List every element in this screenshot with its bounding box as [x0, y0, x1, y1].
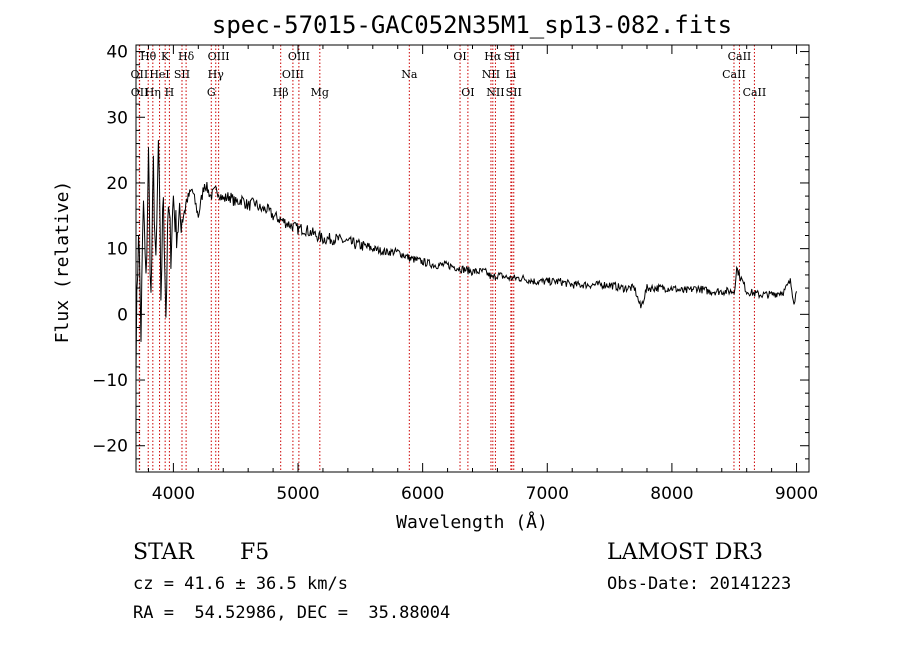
- line-label-5: Hη: [145, 86, 161, 99]
- x-tick-label: 9000: [775, 484, 818, 504]
- chart-title: spec-57015-GAC052N35M1_sp13-082.fits: [212, 11, 732, 39]
- x-tick-label: 8000: [650, 484, 693, 504]
- y-axis: −20 −10 0 10 20 30 40: [92, 43, 809, 473]
- object-subclass: F5: [240, 540, 270, 565]
- spectrum-line: [135, 139, 797, 377]
- line-label-2: OII: [131, 86, 149, 99]
- line-label-27: CaII: [743, 86, 767, 99]
- x-tick-label: 6000: [401, 484, 444, 504]
- line-label-6: SII: [174, 68, 190, 81]
- line-label-19: Hα: [484, 50, 502, 63]
- x-axis-label: Wavelength (Å): [396, 511, 548, 533]
- line-label-1: OII: [131, 68, 149, 81]
- line-label-3: K: [161, 50, 170, 63]
- y-tick-label: 30: [106, 108, 128, 128]
- y-tick-label: −20: [92, 437, 128, 457]
- line-label-18: OI: [461, 86, 474, 99]
- line-label-26: CaII: [722, 68, 746, 81]
- redshift-velocity: cz = 41.6 ± 36.5 km/s: [133, 574, 348, 594]
- spectral-line-labels: Hθ OII OII K HeI Hη SII H Hδ OIII Hγ G OIII OIII Hβ Mg N…: [131, 50, 767, 99]
- y-tick-label: 0: [117, 305, 128, 325]
- x-tick-label: 4000: [152, 484, 195, 504]
- line-label-14: Hβ: [273, 86, 289, 99]
- line-label-15: Mg: [311, 86, 329, 99]
- object-class: STAR: [133, 540, 194, 565]
- observation-date: Obs-Date: 20141223: [607, 574, 792, 594]
- line-label-22: Li: [505, 68, 516, 81]
- line-label-8: Hδ: [178, 50, 195, 63]
- x-tick-label: 7000: [526, 484, 569, 504]
- line-label-12: OIII: [288, 50, 310, 63]
- line-label-24: SII: [506, 86, 522, 99]
- plot-frame: [135, 44, 810, 473]
- line-label-17: OI: [453, 50, 466, 63]
- x-tick-label: 5000: [276, 484, 319, 504]
- line-label-21: NII: [482, 68, 500, 81]
- survey-name: LAMOST DR3: [607, 540, 763, 565]
- line-label-0: Hθ: [140, 50, 157, 63]
- y-tick-label: 20: [106, 174, 128, 194]
- line-label-9: OIII: [208, 50, 230, 63]
- line-label-25: CaII: [728, 50, 752, 63]
- line-label-4: HeI: [149, 68, 169, 81]
- y-tick-label: 40: [106, 43, 128, 63]
- line-label-10: Hγ: [208, 68, 225, 81]
- spectral-line-markers: [138, 45, 755, 472]
- x-axis: 4000 5000 6000 7000 8000 9000: [147, 45, 818, 504]
- line-label-23: NII: [486, 86, 504, 99]
- y-tick-label: 10: [106, 240, 128, 260]
- line-label-16: Na: [401, 68, 418, 81]
- y-tick-label: −10: [92, 371, 128, 391]
- line-label-7: H: [165, 86, 175, 99]
- line-label-13: OIII: [282, 68, 304, 81]
- line-label-20: SII: [504, 50, 520, 63]
- coordinates: RA = 54.52986, DEC = 35.88004: [133, 603, 451, 623]
- y-axis-label: Flux (relative): [52, 181, 73, 344]
- line-label-11: G: [207, 86, 216, 99]
